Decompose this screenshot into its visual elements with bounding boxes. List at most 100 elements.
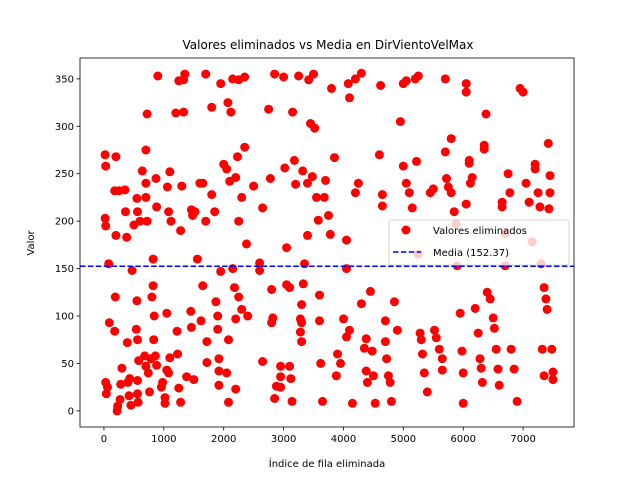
data-point	[141, 192, 151, 202]
data-point	[207, 102, 217, 112]
data-point	[413, 71, 423, 81]
x-tick-label: 0	[101, 434, 107, 445]
data-point	[132, 193, 142, 203]
data-point	[297, 300, 307, 310]
data-point	[380, 316, 390, 326]
data-point	[347, 398, 357, 408]
data-point	[398, 161, 408, 171]
data-point	[189, 375, 199, 385]
data-point	[342, 264, 351, 274]
data-point	[289, 155, 299, 165]
data-point	[316, 358, 326, 368]
data-point	[548, 367, 558, 377]
data-point	[506, 344, 516, 354]
x-tick-label: 6000	[450, 434, 475, 445]
y-tick-label: 200	[55, 217, 74, 228]
data-point	[535, 202, 545, 212]
data-point	[288, 107, 298, 117]
data-point	[222, 164, 232, 174]
data-point	[104, 318, 114, 328]
data-point	[122, 338, 132, 348]
data-point	[142, 216, 152, 226]
data-point	[180, 69, 190, 79]
data-point	[216, 79, 226, 89]
x-axis-title: Índice de fila eliminada	[269, 457, 385, 470]
data-point	[135, 216, 145, 226]
data-point	[258, 357, 268, 366]
data-point	[321, 175, 330, 185]
data-point	[267, 285, 277, 294]
data-point	[265, 174, 275, 183]
data-point	[164, 368, 174, 378]
data-point	[350, 74, 360, 84]
data-point	[365, 286, 375, 296]
data-point	[110, 326, 120, 336]
data-point	[370, 398, 380, 408]
data-point	[133, 397, 143, 407]
data-point	[303, 178, 312, 188]
data-point	[446, 134, 456, 144]
data-point	[318, 396, 327, 406]
data-point	[353, 178, 363, 188]
data-point	[123, 377, 133, 387]
data-point	[530, 164, 540, 174]
data-point	[182, 372, 192, 382]
data-point	[214, 380, 224, 390]
data-point	[315, 290, 324, 300]
data-point	[333, 349, 342, 359]
data-point	[233, 152, 242, 162]
data-point	[319, 192, 329, 202]
y-axis-ticks: 0 50 100 150 200 250 300 350	[55, 74, 80, 417]
data-point	[255, 258, 265, 268]
data-point	[385, 377, 395, 387]
data-point	[518, 87, 528, 97]
data-point	[211, 297, 221, 307]
data-point	[313, 215, 323, 225]
data-point	[547, 344, 557, 354]
data-point	[307, 172, 317, 182]
data-point	[231, 173, 241, 182]
data-point	[186, 306, 196, 316]
data-point	[234, 292, 244, 302]
data-point	[145, 387, 154, 397]
data-point	[214, 366, 224, 376]
data-point	[291, 179, 301, 189]
data-point	[142, 109, 152, 119]
data-point	[112, 406, 122, 416]
y-tick-label: 0	[68, 406, 74, 417]
data-point	[461, 87, 471, 97]
data-point	[545, 188, 555, 198]
data-point	[521, 178, 531, 188]
y-tick-label: 250	[55, 169, 74, 180]
data-point	[376, 81, 386, 90]
data-point	[243, 311, 253, 321]
data-point	[494, 380, 504, 390]
data-point	[149, 335, 159, 345]
data-point	[285, 361, 295, 371]
data-point	[152, 202, 162, 212]
data-point	[202, 358, 212, 367]
legend-marker-points	[401, 225, 411, 235]
data-point	[198, 178, 208, 188]
data-point	[477, 377, 487, 387]
data-point	[151, 174, 161, 183]
data-point	[455, 308, 465, 318]
data-point	[437, 354, 447, 364]
data-point	[458, 398, 468, 408]
data-point	[237, 304, 247, 314]
data-point	[285, 283, 295, 293]
data-point	[165, 353, 175, 363]
data-point	[509, 364, 519, 374]
data-point	[133, 389, 142, 399]
data-point	[359, 343, 369, 353]
data-point	[276, 361, 286, 371]
data-point	[121, 207, 130, 217]
data-point	[276, 372, 286, 382]
data-point	[237, 192, 247, 202]
data-point	[431, 333, 441, 343]
data-point	[165, 167, 175, 177]
data-point	[476, 363, 486, 373]
data-point	[485, 294, 495, 304]
data-point	[539, 371, 549, 381]
data-point	[342, 235, 351, 245]
